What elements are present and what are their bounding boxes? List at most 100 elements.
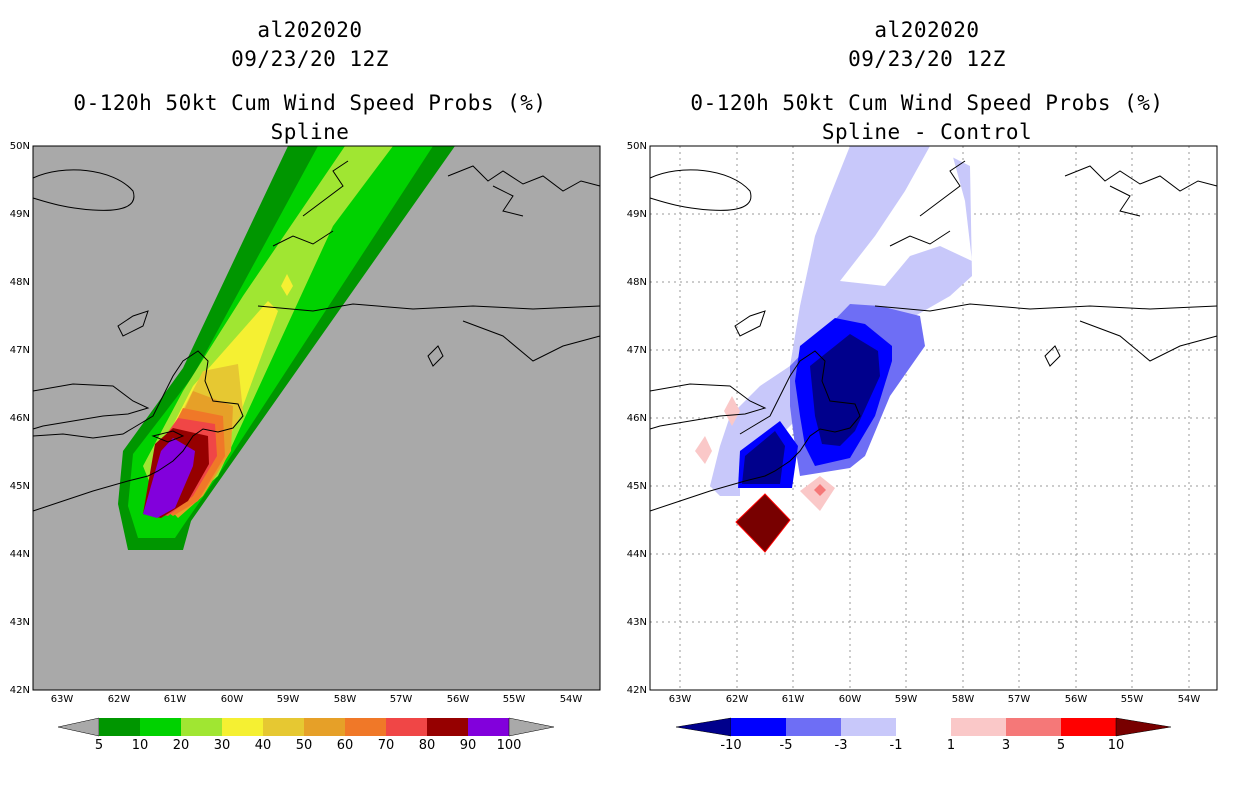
left-colorbar-label: 10 (131, 738, 149, 753)
left-lon-label: 58W (333, 694, 357, 705)
right-colorbar-swatch (786, 718, 841, 736)
right-product-title: 0-120h 50kt Cum Wind Speed Probs (%) (690, 91, 1164, 115)
left-colorbar-swatch (304, 718, 345, 736)
left-lat-label: 46N (9, 413, 30, 424)
prob-small-patch (281, 274, 293, 296)
left-colorbar-low-end (57, 717, 100, 737)
diff-plus1-b (695, 436, 712, 464)
right-lon-label: 61W (781, 694, 805, 705)
right-lon-label: 59W (894, 694, 918, 705)
diff-minus10-west (742, 431, 785, 484)
right-map-frame (649, 145, 1218, 691)
right-lat-label: 43N (626, 617, 647, 628)
left-datetime: 09/23/20 12Z (231, 47, 389, 71)
left-coastlines (32, 160, 601, 512)
left-product-title: 0-120h 50kt Cum Wind Speed Probs (%) (73, 91, 547, 115)
right-colorbar-swatch (1061, 718, 1116, 736)
right-lat-label: 45N (626, 481, 647, 492)
left-colorbar-high-end (508, 717, 555, 737)
right-colorbar-swatch (841, 718, 896, 736)
right-colorbar-label: -10 (720, 738, 742, 753)
left-subtitle: Spline (270, 120, 350, 144)
left-colorbar (57, 717, 555, 737)
right-colorbar-label: 10 (1107, 738, 1125, 753)
probability-contours (118, 146, 455, 550)
right-lon-label: 63W (668, 694, 692, 705)
right-lat-label: 48N (626, 277, 647, 288)
left-colorbar-label: 20 (172, 738, 190, 753)
left-lon-label: 57W (389, 694, 413, 705)
diff-minus10-contour (810, 334, 880, 446)
prob-90-contour (143, 438, 195, 518)
right-lat-label: 47N (626, 345, 647, 356)
right-storm-id: al202020 (874, 18, 980, 42)
left-colorbar-swatch (99, 718, 140, 736)
right-colorbar-label: -1 (889, 738, 903, 753)
diff-minus1-gap (840, 146, 972, 286)
left-map-frame (32, 145, 601, 691)
left-colorbar-label: 100 (496, 738, 522, 753)
right-colorbar-swatch (731, 718, 786, 736)
left-colorbar-swatch (140, 718, 181, 736)
right-colorbar-label: 1 (946, 738, 956, 753)
right-lat-label: 49N (626, 209, 647, 220)
right-colorbar-label: 3 (1001, 738, 1011, 753)
left-lon-label: 59W (276, 694, 300, 705)
left-colorbar-swatch (345, 718, 386, 736)
right-colorbar-label: -5 (779, 738, 793, 753)
right-colorbar-high-end (1115, 717, 1172, 737)
left-lon-label: 62W (107, 694, 131, 705)
left-lat-label: 48N (9, 277, 30, 288)
right-coastlines (649, 160, 1218, 512)
diff-plus3-c (814, 484, 826, 496)
left-lon-label: 61W (163, 694, 187, 705)
left-lat-label: 44N (9, 549, 30, 560)
left-map (32, 145, 601, 691)
left-colorbar-swatch (468, 718, 509, 736)
left-lon-label: 63W (50, 694, 74, 705)
left-colorbar-swatch (427, 718, 468, 736)
right-colorbar-swatch (1006, 718, 1061, 736)
left-lat-label: 45N (9, 481, 30, 492)
left-lat-label: 42N (9, 685, 30, 696)
left-colorbar-label: 50 (295, 738, 313, 753)
right-subtitle: Spline - Control (821, 120, 1033, 144)
right-lat-label: 42N (626, 685, 647, 696)
left-colorbar-label: 60 (336, 738, 354, 753)
left-colorbar-swatch (222, 718, 263, 736)
right-lon-label: 60W (838, 694, 862, 705)
left-lat-label: 49N (9, 209, 30, 220)
right-colorbar-swatch (951, 718, 1006, 736)
left-lat-label: 43N (9, 617, 30, 628)
left-lon-label: 54W (559, 694, 583, 705)
left-colorbar-label: 70 (377, 738, 395, 753)
left-colorbar-label: 5 (94, 738, 104, 753)
right-lon-label: 56W (1064, 694, 1088, 705)
left-colorbar-swatch (181, 718, 222, 736)
right-lat-label: 46N (626, 413, 647, 424)
right-colorbar-swatch (896, 718, 951, 736)
left-colorbar-label: 40 (254, 738, 272, 753)
left-lat-label: 47N (9, 345, 30, 356)
right-colorbar-label: -3 (834, 738, 848, 753)
left-colorbar-label: 80 (418, 738, 436, 753)
left-colorbar-label: 30 (213, 738, 231, 753)
left-lon-label: 60W (220, 694, 244, 705)
left-lat-label: 50N (9, 141, 30, 152)
left-lon-label: 56W (446, 694, 470, 705)
right-lon-label: 57W (1007, 694, 1031, 705)
right-lon-label: 58W (951, 694, 975, 705)
right-lon-label: 62W (725, 694, 749, 705)
right-colorbar-low-end (675, 717, 732, 737)
left-storm-id: al202020 (257, 18, 363, 42)
right-lon-label: 54W (1177, 694, 1201, 705)
left-colorbar-swatch (263, 718, 304, 736)
right-lat-label: 44N (626, 549, 647, 560)
right-colorbar (675, 717, 1172, 737)
left-lon-label: 55W (502, 694, 526, 705)
right-map (649, 145, 1218, 691)
diff-plus1-a (724, 396, 740, 426)
right-lon-label: 55W (1120, 694, 1144, 705)
right-datetime: 09/23/20 12Z (848, 47, 1006, 71)
left-colorbar-label: 90 (459, 738, 477, 753)
